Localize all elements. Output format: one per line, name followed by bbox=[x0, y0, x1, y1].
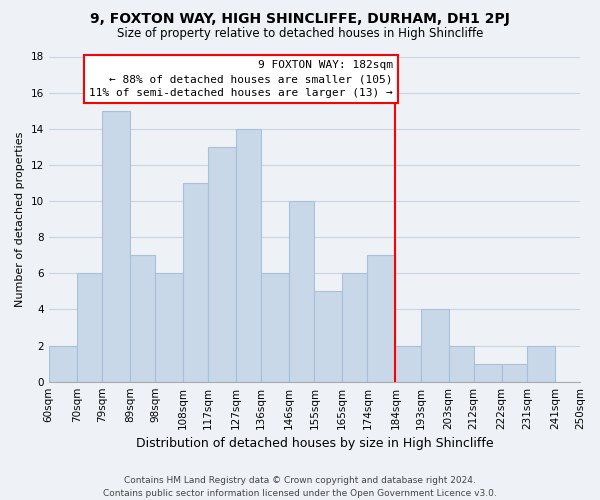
Bar bbox=[527, 346, 555, 382]
Bar bbox=[208, 147, 236, 382]
Bar bbox=[289, 201, 314, 382]
Bar bbox=[421, 310, 449, 382]
Bar bbox=[130, 255, 155, 382]
Text: Contains HM Land Registry data © Crown copyright and database right 2024.
Contai: Contains HM Land Registry data © Crown c… bbox=[103, 476, 497, 498]
Bar bbox=[502, 364, 527, 382]
Bar bbox=[236, 129, 261, 382]
Bar bbox=[77, 274, 102, 382]
Text: 9 FOXTON WAY: 182sqm
← 88% of detached houses are smaller (105)
11% of semi-deta: 9 FOXTON WAY: 182sqm ← 88% of detached h… bbox=[89, 60, 392, 98]
Bar bbox=[342, 274, 367, 382]
Bar bbox=[449, 346, 474, 382]
Text: Size of property relative to detached houses in High Shincliffe: Size of property relative to detached ho… bbox=[117, 28, 483, 40]
Bar bbox=[261, 274, 289, 382]
Bar bbox=[367, 255, 395, 382]
X-axis label: Distribution of detached houses by size in High Shincliffe: Distribution of detached houses by size … bbox=[136, 437, 493, 450]
Bar bbox=[395, 346, 421, 382]
Bar bbox=[155, 274, 183, 382]
Y-axis label: Number of detached properties: Number of detached properties bbox=[15, 132, 25, 307]
Text: 9, FOXTON WAY, HIGH SHINCLIFFE, DURHAM, DH1 2PJ: 9, FOXTON WAY, HIGH SHINCLIFFE, DURHAM, … bbox=[90, 12, 510, 26]
Bar bbox=[314, 292, 342, 382]
Bar bbox=[474, 364, 502, 382]
Bar bbox=[102, 110, 130, 382]
Bar bbox=[183, 183, 208, 382]
Bar bbox=[49, 346, 77, 382]
